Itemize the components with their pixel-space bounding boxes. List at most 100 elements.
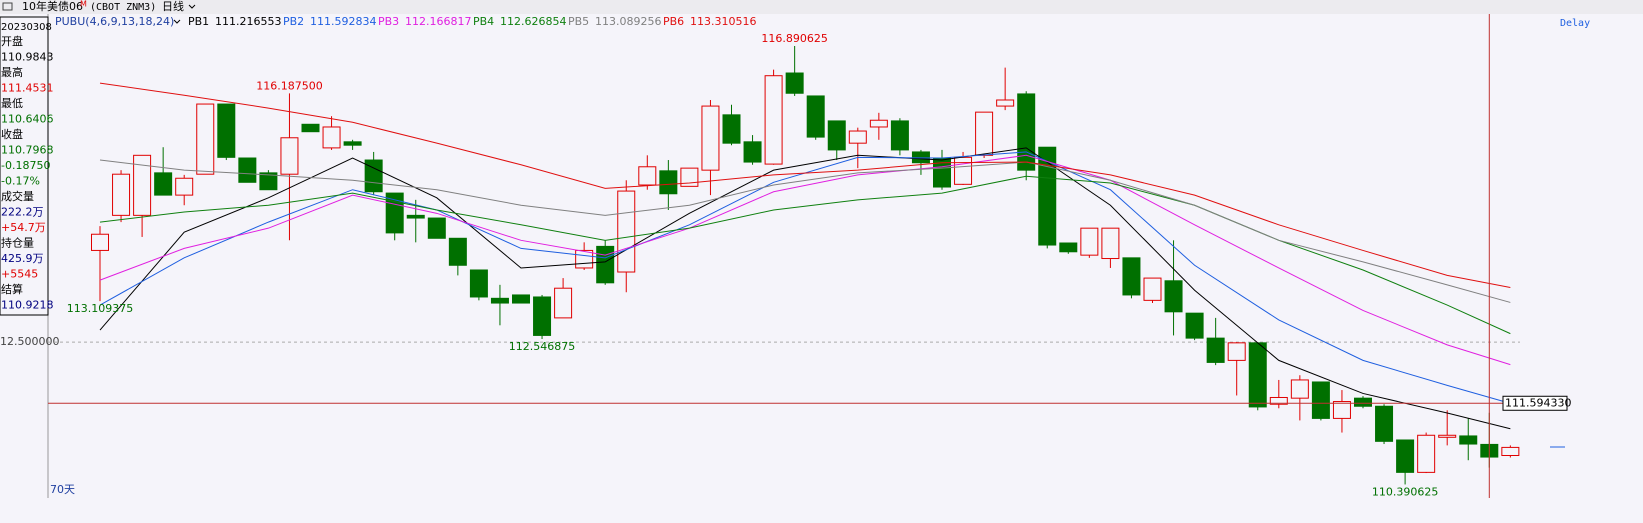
candle-body [1017, 93, 1036, 171]
ma-line [99, 82, 1511, 288]
candle-body [596, 245, 615, 284]
candle-body [1122, 257, 1141, 296]
candle-body [238, 157, 257, 183]
title-mark: M [80, 0, 87, 9]
candle-body [954, 156, 973, 185]
candle-body [1227, 342, 1246, 361]
status: Delay [1560, 18, 1590, 29]
info-row: 110.7968 [1, 144, 54, 157]
candle-body [1164, 280, 1183, 313]
candle-body [1206, 337, 1225, 363]
info-row: 110.9843 [1, 51, 54, 64]
candle-body [638, 166, 657, 186]
candle-body [680, 167, 699, 187]
candle-body [91, 233, 109, 251]
candle-body [996, 99, 1015, 107]
candle-body [1143, 277, 1162, 301]
candle-body [1080, 227, 1099, 256]
info-row: 110.9218 [1, 299, 54, 312]
info-row: +54.7万 [1, 221, 46, 234]
info-row: 425.9万 [1, 252, 44, 265]
period[interactable]: 日线 [162, 0, 184, 13]
cursor-label: 111.594330 [1505, 396, 1571, 409]
candle-body [554, 287, 573, 319]
info-row: 成交量 [1, 189, 34, 203]
candle-body [1038, 146, 1057, 246]
symbol: (CBOT ZNM3) [90, 2, 156, 13]
title: 10年美债06 [22, 0, 83, 13]
indicator-dropdown[interactable] [173, 19, 181, 24]
candle-body [533, 296, 552, 336]
y-tick-label: 12.500000 [0, 335, 60, 348]
candle-body [659, 170, 678, 195]
indicator[interactable]: PUBU(4,6,9,13,18,24) [55, 15, 174, 28]
candle-body [175, 177, 194, 196]
plot: 12.500000 PB1 111.216553 PB2 111.592834 PB3 11… [0, 14, 1571, 498]
candle-body [1396, 439, 1415, 473]
cursor-box [1502, 395, 1568, 411]
candle-body [406, 214, 425, 219]
candle-body [806, 95, 825, 138]
legend-value: 111.216553 [215, 15, 281, 28]
ma-line [99, 147, 1511, 430]
legend-value: 112.166817 [405, 15, 471, 28]
candle-body [385, 192, 404, 234]
extreme-label: 116.187500 [256, 79, 322, 92]
info-row: 最低 [1, 97, 23, 110]
candle-body [1059, 242, 1078, 253]
candle-body [133, 154, 152, 216]
candle-body [322, 126, 341, 149]
legend-value: 111.592834 [310, 15, 376, 28]
period-dropdown[interactable] [188, 4, 196, 9]
legend-name: PB1 [188, 15, 209, 28]
info-row: 最高 [1, 65, 23, 79]
range-label: 70天 [50, 483, 75, 496]
ma-line [99, 175, 1511, 335]
candle-body [259, 172, 278, 191]
candle-body [280, 137, 299, 175]
candle-body [1101, 227, 1120, 260]
candle-body [301, 123, 320, 133]
candle-body [469, 269, 488, 298]
extreme-label: 110.390625 [1372, 485, 1438, 498]
candle-body [1375, 405, 1394, 442]
candle-body [617, 190, 636, 273]
legend-name: PB6 [663, 15, 684, 28]
info-row: 222.2万 [1, 206, 44, 219]
legend-name: PB4 [473, 15, 494, 28]
candle-body [1269, 396, 1288, 405]
candle-body [1185, 312, 1204, 339]
info-row: 110.6406 [1, 113, 54, 126]
info-row: -0.17% [1, 175, 40, 188]
extreme-label: 116.890625 [761, 32, 827, 45]
candle-body [743, 141, 762, 163]
candle-body [848, 130, 867, 144]
legend-value: 113.089256 [595, 15, 661, 28]
ma-line [99, 159, 1511, 303]
candle-body [154, 172, 173, 196]
ma-line [99, 154, 1511, 366]
candle-body [1332, 401, 1351, 419]
legend-value: 112.626854 [500, 15, 566, 28]
extreme-label: 112.546875 [509, 340, 575, 353]
candle-body [217, 103, 236, 158]
candle-body [512, 294, 530, 304]
info-row: +5545 [1, 268, 38, 281]
candle-body [1248, 342, 1267, 408]
candle-body [722, 114, 741, 144]
info-panel [0, 16, 49, 316]
candle-body [364, 159, 383, 193]
candle-body [1459, 435, 1478, 445]
icon [2, 2, 13, 11]
info-row: 111.4531 [1, 82, 54, 95]
candle-body [575, 249, 594, 269]
info-row: 持仓量 [1, 236, 34, 250]
candle-body [490, 297, 509, 304]
info-row: -0.18750 [1, 159, 50, 172]
info-row: 开盘 [1, 34, 23, 48]
legend-name: PB5 [568, 15, 589, 28]
candle-body [869, 119, 888, 128]
candle-body [1290, 379, 1309, 399]
